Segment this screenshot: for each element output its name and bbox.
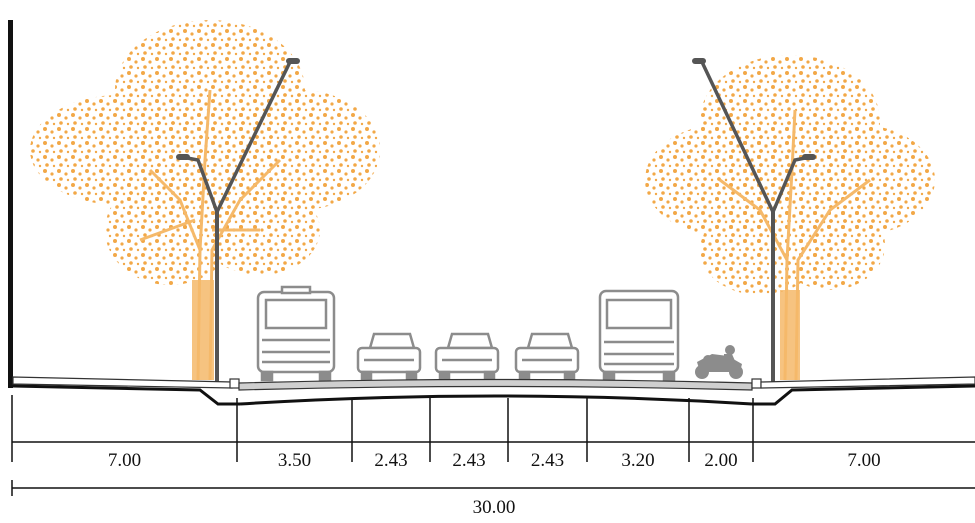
tree-right-canopy: [645, 55, 935, 295]
segment-label: 3.20: [621, 450, 654, 471]
curb-right: [751, 378, 762, 389]
total-dimension: 30.00: [11, 480, 975, 518]
car-3: [514, 332, 580, 382]
segment-label: 2.43: [374, 450, 407, 471]
segment-label: 7.00: [108, 450, 141, 471]
carriageway: [238, 378, 753, 391]
building-wall: [8, 20, 13, 388]
curb-left: [229, 378, 240, 389]
motorcycle-rider: [695, 345, 743, 379]
sidewalk-right: [760, 376, 975, 389]
total-dimension-label: 30.00: [473, 497, 516, 518]
car-2: [434, 332, 500, 382]
car-1: [356, 332, 422, 382]
segment-label: 2.00: [704, 450, 737, 471]
tree-left-trunk-base: [192, 280, 214, 380]
segment-label: 2.43: [531, 450, 564, 471]
segment-label: 2.43: [452, 450, 485, 471]
street-lamp-right: [692, 58, 816, 384]
tree-right: [645, 55, 935, 381]
street-lamp-left: [176, 58, 300, 384]
dimension-labels: 7.00 3.50 2.43 2.43 2.43 3.20 2.00 7.00: [108, 450, 881, 471]
bus-left: [256, 285, 336, 382]
tree-right-trunk-base: [780, 290, 800, 380]
bus-right: [598, 289, 680, 382]
road-section: [12, 376, 975, 406]
segment-label: 3.50: [278, 450, 311, 471]
tree-left: [30, 20, 380, 381]
segment-label: 7.00: [847, 450, 880, 471]
dimension-lines: [11, 395, 975, 462]
